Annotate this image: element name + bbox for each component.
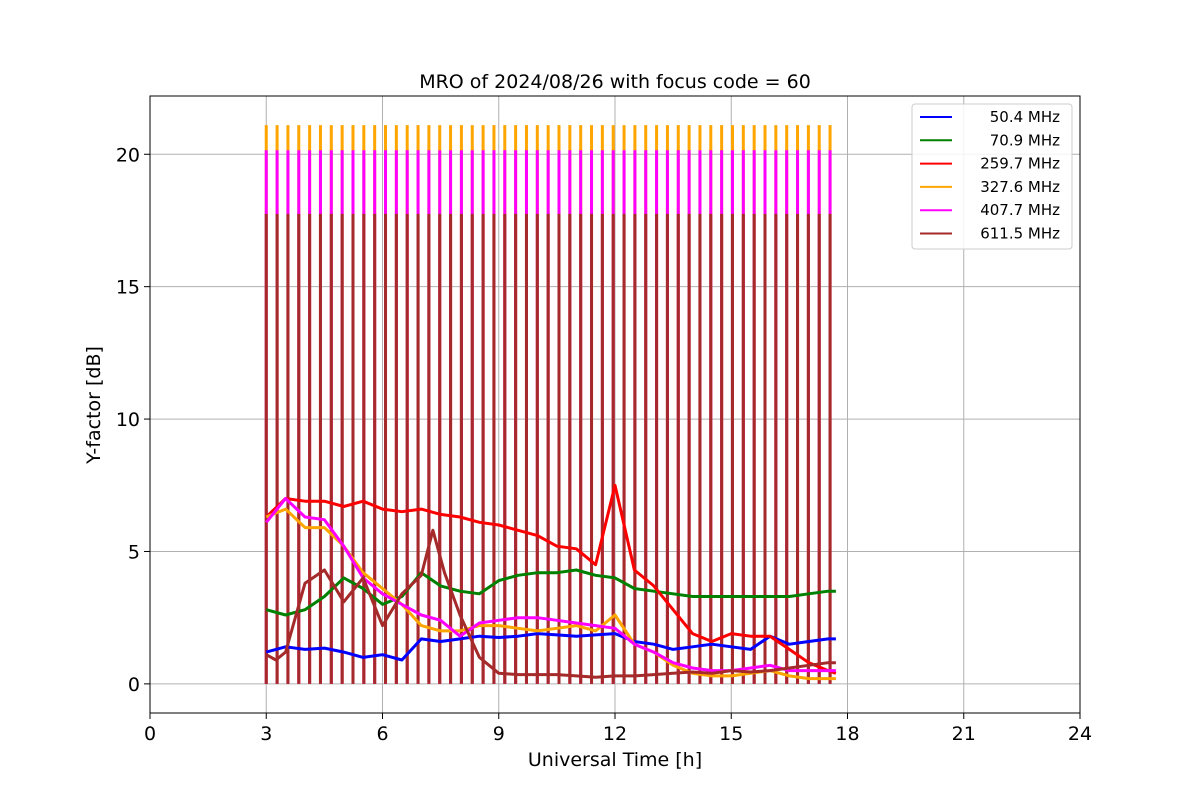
x-tick-label: 6 xyxy=(376,723,388,745)
calibration-spikes xyxy=(264,125,832,684)
series-line-2 xyxy=(265,483,837,675)
legend-label: 70.9 MHz xyxy=(990,131,1060,149)
y-tick-label: 15 xyxy=(116,277,140,299)
data-series xyxy=(265,483,837,681)
x-tick-label: 3 xyxy=(260,723,272,745)
chart-title: MRO of 2024/08/26 with focus code = 60 xyxy=(419,71,811,93)
x-tick-label: 0 xyxy=(144,723,156,745)
series-line-0 xyxy=(265,632,836,662)
y-axis-label: Y-factor [dB] xyxy=(83,346,105,465)
y-tick-label: 5 xyxy=(128,541,140,563)
legend: 50.4 MHz 70.9 MHz 259.7 MHz 327.6 MHz 407.7 … xyxy=(911,103,1073,250)
y-tick-label: 20 xyxy=(116,144,140,166)
x-tick-label: 24 xyxy=(1068,723,1092,745)
legend-label: 259.7 MHz xyxy=(980,155,1060,173)
x-tick-label: 12 xyxy=(603,723,627,745)
legend-label: 611.5 MHz xyxy=(980,225,1060,243)
y-tick-label: 10 xyxy=(116,409,140,431)
series-line-5 xyxy=(265,528,836,679)
x-tick-label: 18 xyxy=(835,723,859,745)
x-tick-label: 9 xyxy=(493,723,505,745)
x-axis-label: Universal Time [h] xyxy=(528,749,702,771)
legend-label: 327.6 MHz xyxy=(980,178,1060,196)
legend-label: 407.7 MHz xyxy=(980,201,1060,219)
axis-ticks: 0 3 6 9 12 15 18 21 24 0 5 10 15 20 xyxy=(116,144,1092,745)
series-line-1 xyxy=(265,568,836,617)
x-tick-label: 21 xyxy=(952,723,976,745)
x-tick-label: 15 xyxy=(719,723,743,745)
legend-label: 50.4 MHz xyxy=(990,108,1060,126)
y-tick-label: 0 xyxy=(128,674,140,696)
